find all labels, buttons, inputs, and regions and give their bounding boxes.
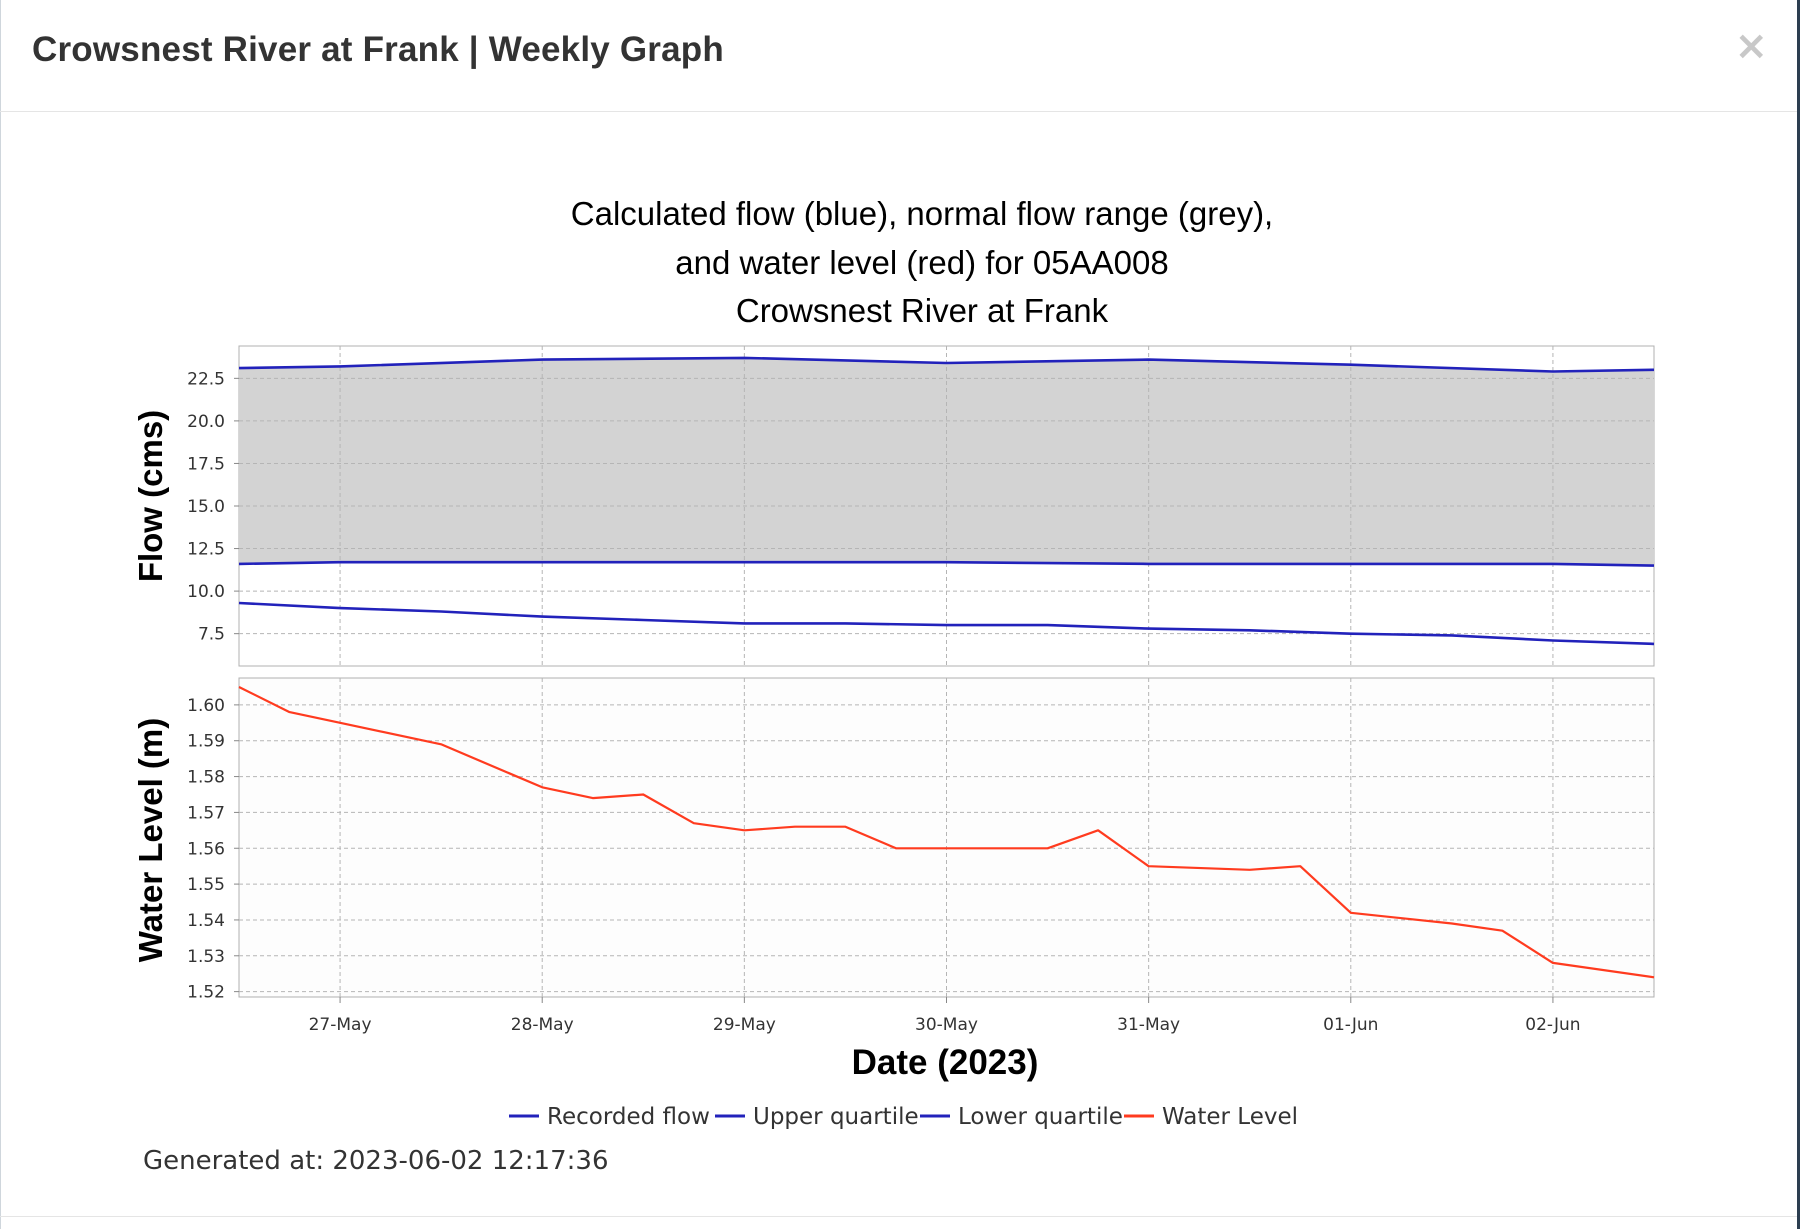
flow-y-tick-label: 20.0 <box>187 412 225 432</box>
water_level-y-tick-label: 1.58 <box>187 768 225 788</box>
x-tick-label: 30-May <box>915 1015 978 1035</box>
legend: Recorded flow Upper quartile Lower quart… <box>509 1104 1298 1130</box>
water-level-panel: 1.52 1.53 1.54 1.55 1.56 1.57 1.58 1.59 1.60 <box>187 677 1655 1003</box>
x-tick-label: 02-Jun <box>1525 1015 1580 1035</box>
x-tick-label: 27-May <box>309 1015 372 1035</box>
series-recorded-flow <box>238 601 1655 646</box>
water_level-plot-area <box>238 677 1655 998</box>
flow-y-tick-label: 7.5 <box>198 625 225 645</box>
chart-title-line-1: Calculated flow (blue), normal flow rang… <box>571 195 1273 232</box>
flow-y-tick-label: 10.0 <box>187 582 225 602</box>
legend-label-lower-quartile: Lower quartile <box>958 1104 1123 1130</box>
legend-label-recorded-flow: Recorded flow <box>547 1104 710 1130</box>
window-edge <box>1797 0 1800 1229</box>
water_level-y-tick-label: 1.56 <box>187 839 225 859</box>
flow-y-axis-label: Flow (cms) <box>132 410 169 582</box>
flow-y-tick-label: 22.5 <box>187 369 225 389</box>
series-lower-quartile <box>238 560 1655 567</box>
series-upper-quartile <box>238 356 1655 373</box>
legend-label-upper-quartile: Upper quartile <box>753 1104 919 1130</box>
water_level-y-tick-label: 1.54 <box>187 911 225 931</box>
water_level-y-tick-label: 1.53 <box>187 947 225 967</box>
flow-y-tick-label: 17.5 <box>187 454 225 474</box>
close-icon[interactable]: × <box>1734 23 1768 69</box>
x-tick-label: 29-May <box>713 1015 776 1035</box>
x-axis-ticks: 27-May 28-May 29-May 30-May 31-May 01-Jun 02-J… <box>309 997 1581 1035</box>
water_level-y-tick-label: 1.57 <box>187 803 225 823</box>
flow-panel: 7.5 10.0 12.5 15.0 17.5 20.0 22.5 <box>187 345 1655 667</box>
water_level-y-tick-label: 1.55 <box>187 875 225 895</box>
chart-title-line-2: and water level (red) for 05AA008 <box>675 244 1168 281</box>
generated-timestamp: Generated at: 2023-06-02 12:17:36 <box>143 1146 609 1176</box>
level-y-axis-label: Water Level (m) <box>132 718 169 963</box>
x-tick-label: 31-May <box>1117 1015 1180 1035</box>
water_level-y-tick-label: 1.52 <box>187 983 225 1003</box>
flow-y-tick-label: 15.0 <box>187 497 225 517</box>
modal-title: Crowsnest River at Frank | Weekly Graph <box>32 30 724 69</box>
modal-footer-divider <box>0 1216 1798 1217</box>
water_level-y-tick-label: 1.60 <box>187 696 225 716</box>
x-tick-label: 01-Jun <box>1323 1015 1378 1035</box>
modal-left-border <box>0 0 1 1229</box>
flow-y-tick-label: 12.5 <box>187 540 225 560</box>
chart-title-line-3: Crowsnest River at Frank <box>736 292 1109 329</box>
water_level-y-tick-label: 1.59 <box>187 732 225 752</box>
modal-header: Crowsnest River at Frank | Weekly Graph … <box>0 0 1798 112</box>
x-axis-label: Date (2023) <box>852 1043 1039 1082</box>
legend-label-water-level: Water Level <box>1162 1104 1298 1130</box>
series-water-level <box>238 686 1655 979</box>
x-tick-label: 28-May <box>511 1015 574 1035</box>
